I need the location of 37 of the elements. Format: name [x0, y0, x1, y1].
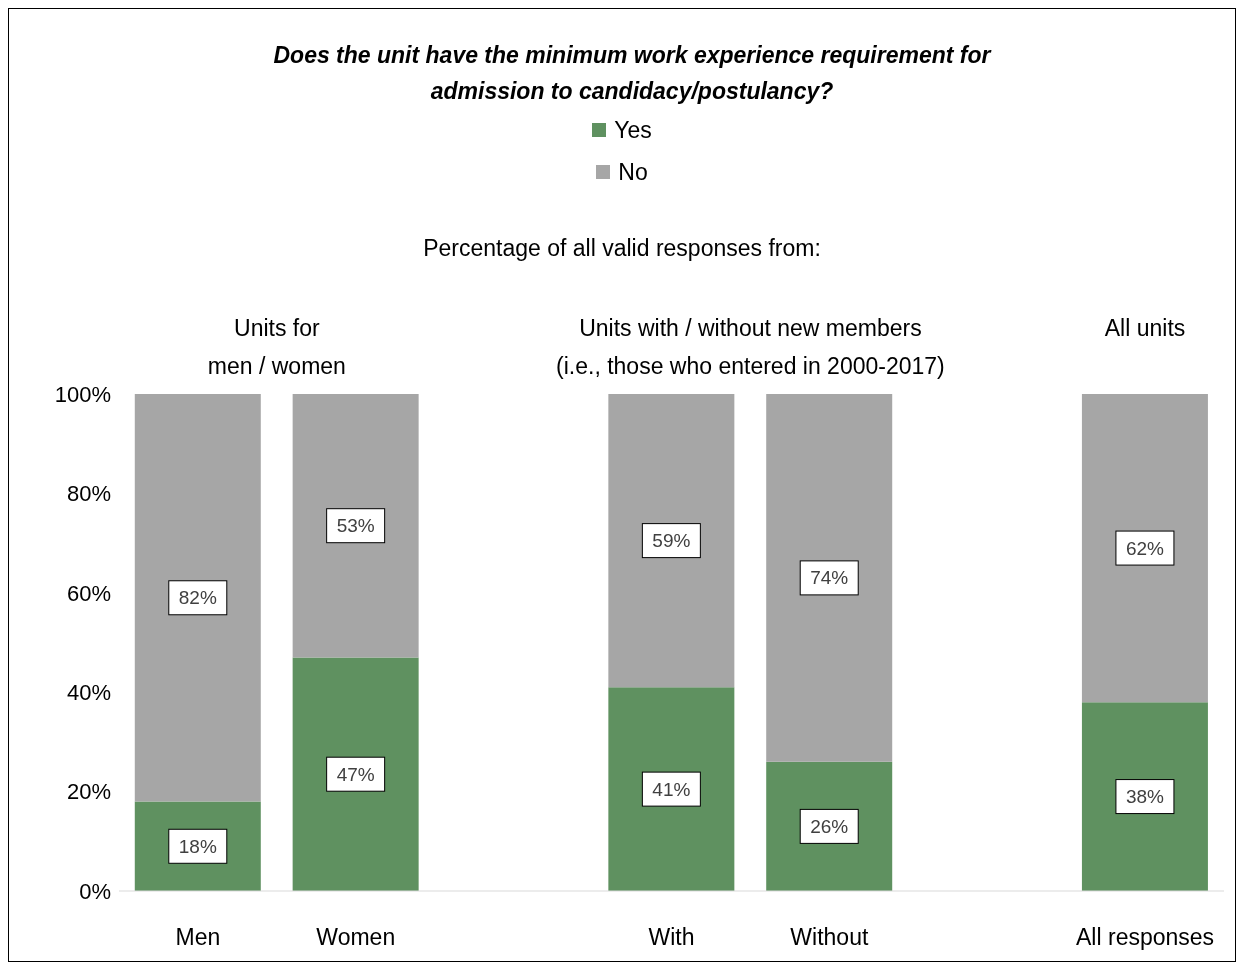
data-label: 53%: [336, 515, 375, 537]
bar: [608, 394, 735, 688]
y-tick-label: 0%: [79, 878, 111, 904]
x-tick-label: With: [648, 924, 695, 951]
x-tick-label: Men: [175, 924, 221, 951]
chart-subtitle: Percentage of all valid responses from:: [422, 235, 822, 262]
data-label: 41%: [652, 778, 691, 800]
y-tick-label: 80%: [66, 481, 111, 507]
y-tick-label: 60%: [66, 580, 111, 606]
y-tick-label: 20%: [66, 779, 111, 805]
bar: [766, 761, 893, 891]
text: All units: [1104, 315, 1186, 341]
data-label: 74%: [810, 567, 849, 589]
data-label: 47%: [336, 763, 375, 785]
legend-label: No: [617, 157, 648, 187]
bar: [292, 394, 419, 658]
legend-label: Yes: [613, 115, 652, 145]
bar: [292, 657, 419, 891]
bar: [1081, 394, 1208, 703]
data-label: 38%: [1125, 786, 1165, 808]
bar: [1081, 702, 1208, 891]
x-tick-label: Women: [316, 924, 396, 951]
y-tick-label: 100%: [54, 381, 111, 407]
data-label: 82%: [178, 587, 217, 609]
y-tick-label: 40%: [66, 680, 111, 706]
chart-title: Does the unit have the minimum work experience requirement for admission to candidacy/postulancy?: [272, 41, 993, 106]
x-tick-label: Without: [790, 924, 869, 951]
data-label: 26%: [810, 815, 849, 837]
x-tick-label: All responses: [1076, 924, 1215, 951]
bar: [608, 687, 735, 891]
bar: [766, 394, 893, 762]
data-label: 18%: [178, 835, 217, 857]
text: Units for men / women: [207, 315, 346, 379]
data-label: 62%: [1125, 537, 1165, 559]
text: Units with / without new members (i.e., those who entered in 2000-2017): [555, 314, 946, 381]
data-label: 59%: [652, 530, 691, 552]
bar: [134, 394, 261, 802]
